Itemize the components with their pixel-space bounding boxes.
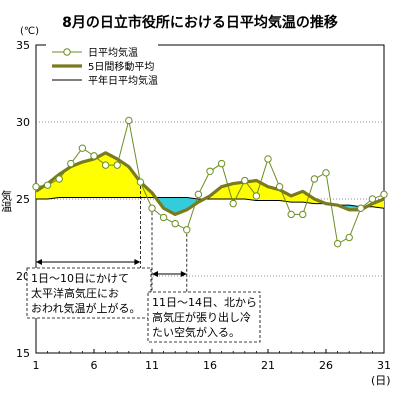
daily-point bbox=[136, 178, 145, 186]
daily-point bbox=[32, 182, 40, 191]
arrow-head bbox=[152, 271, 158, 277]
daily-point bbox=[171, 219, 179, 228]
daily-point bbox=[287, 210, 295, 219]
daily-point bbox=[148, 204, 156, 212]
above-normal-fill bbox=[36, 152, 156, 199]
daily-point bbox=[90, 152, 98, 160]
annotation-text: たい空気が入る。 bbox=[152, 325, 240, 339]
daily-point bbox=[333, 239, 342, 248]
y-tick-label: 30 bbox=[16, 116, 30, 129]
daily-point bbox=[241, 176, 249, 185]
y-tick-label: 35 bbox=[16, 39, 30, 52]
legend-marker bbox=[63, 48, 71, 56]
legend-label: 平年日平均気温 bbox=[88, 74, 158, 87]
daily-point bbox=[113, 161, 121, 169]
x-tick-label: 1 bbox=[33, 359, 40, 372]
arrow-head bbox=[180, 271, 187, 277]
daily-point bbox=[206, 167, 214, 175]
x-unit: (日) bbox=[371, 374, 391, 387]
daily-point bbox=[183, 226, 191, 234]
arrow-head bbox=[134, 259, 141, 265]
daily-point bbox=[322, 169, 330, 177]
arrow-head bbox=[36, 259, 42, 265]
daily-point bbox=[345, 233, 353, 242]
daily-point bbox=[310, 175, 319, 183]
annotation-text: おわれ気温が上がる。 bbox=[31, 301, 140, 315]
daily-point bbox=[217, 159, 226, 168]
chart-title: 8月の日立市役所における日平均気温の推移 bbox=[62, 14, 338, 31]
daily-points bbox=[32, 116, 388, 248]
x-tick-label: 11 bbox=[145, 359, 159, 372]
daily-point bbox=[275, 182, 284, 191]
legend-label: 5日間移動平均 bbox=[88, 60, 154, 73]
y-unit: (℃) bbox=[20, 26, 39, 37]
daily-point bbox=[78, 144, 87, 152]
annotation-text: 11日～14日、北から bbox=[152, 296, 257, 309]
x-tick-label: 31 bbox=[377, 359, 391, 372]
daily-point bbox=[194, 190, 203, 199]
daily-point bbox=[43, 181, 52, 189]
daily-point bbox=[357, 204, 365, 212]
x-tick-label: 6 bbox=[91, 359, 98, 372]
y-tick-label: 20 bbox=[16, 270, 30, 283]
annotation-box bbox=[147, 291, 261, 343]
y-tick-labels: 15 20 25 30 35 bbox=[16, 39, 30, 360]
annotation-box bbox=[26, 267, 152, 319]
daily-point bbox=[55, 175, 63, 183]
daily-point bbox=[264, 155, 272, 163]
annotation-text: 高気圧が張り出し冷 bbox=[152, 310, 251, 324]
daily-point bbox=[125, 116, 133, 125]
y-axis-label-text: 気温 bbox=[0, 189, 13, 212]
daily-point bbox=[159, 213, 168, 222]
y-tick-label: 25 bbox=[16, 193, 30, 206]
daily-point bbox=[252, 192, 261, 200]
daily-point bbox=[101, 161, 110, 169]
y-axis-label: 気温 bbox=[0, 189, 13, 212]
daily-point bbox=[368, 195, 377, 203]
daily-point bbox=[380, 190, 388, 199]
daily-point bbox=[229, 199, 237, 208]
annotation-text: 太平洋高気圧にお bbox=[31, 286, 119, 300]
y-tick-label: 15 bbox=[16, 347, 30, 360]
x-tick-label: 26 bbox=[319, 359, 333, 372]
daily-point bbox=[299, 210, 307, 219]
x-tick-label: 16 bbox=[203, 359, 217, 372]
annotation-text: 1日～10日にかけて bbox=[31, 272, 129, 285]
legend-label: 日平均気温 bbox=[88, 46, 138, 59]
x-tick-label: 21 bbox=[261, 359, 275, 372]
daily-point bbox=[67, 159, 75, 168]
x-tick-labels: 1 6 11 16 21 26 31 bbox=[33, 349, 391, 372]
